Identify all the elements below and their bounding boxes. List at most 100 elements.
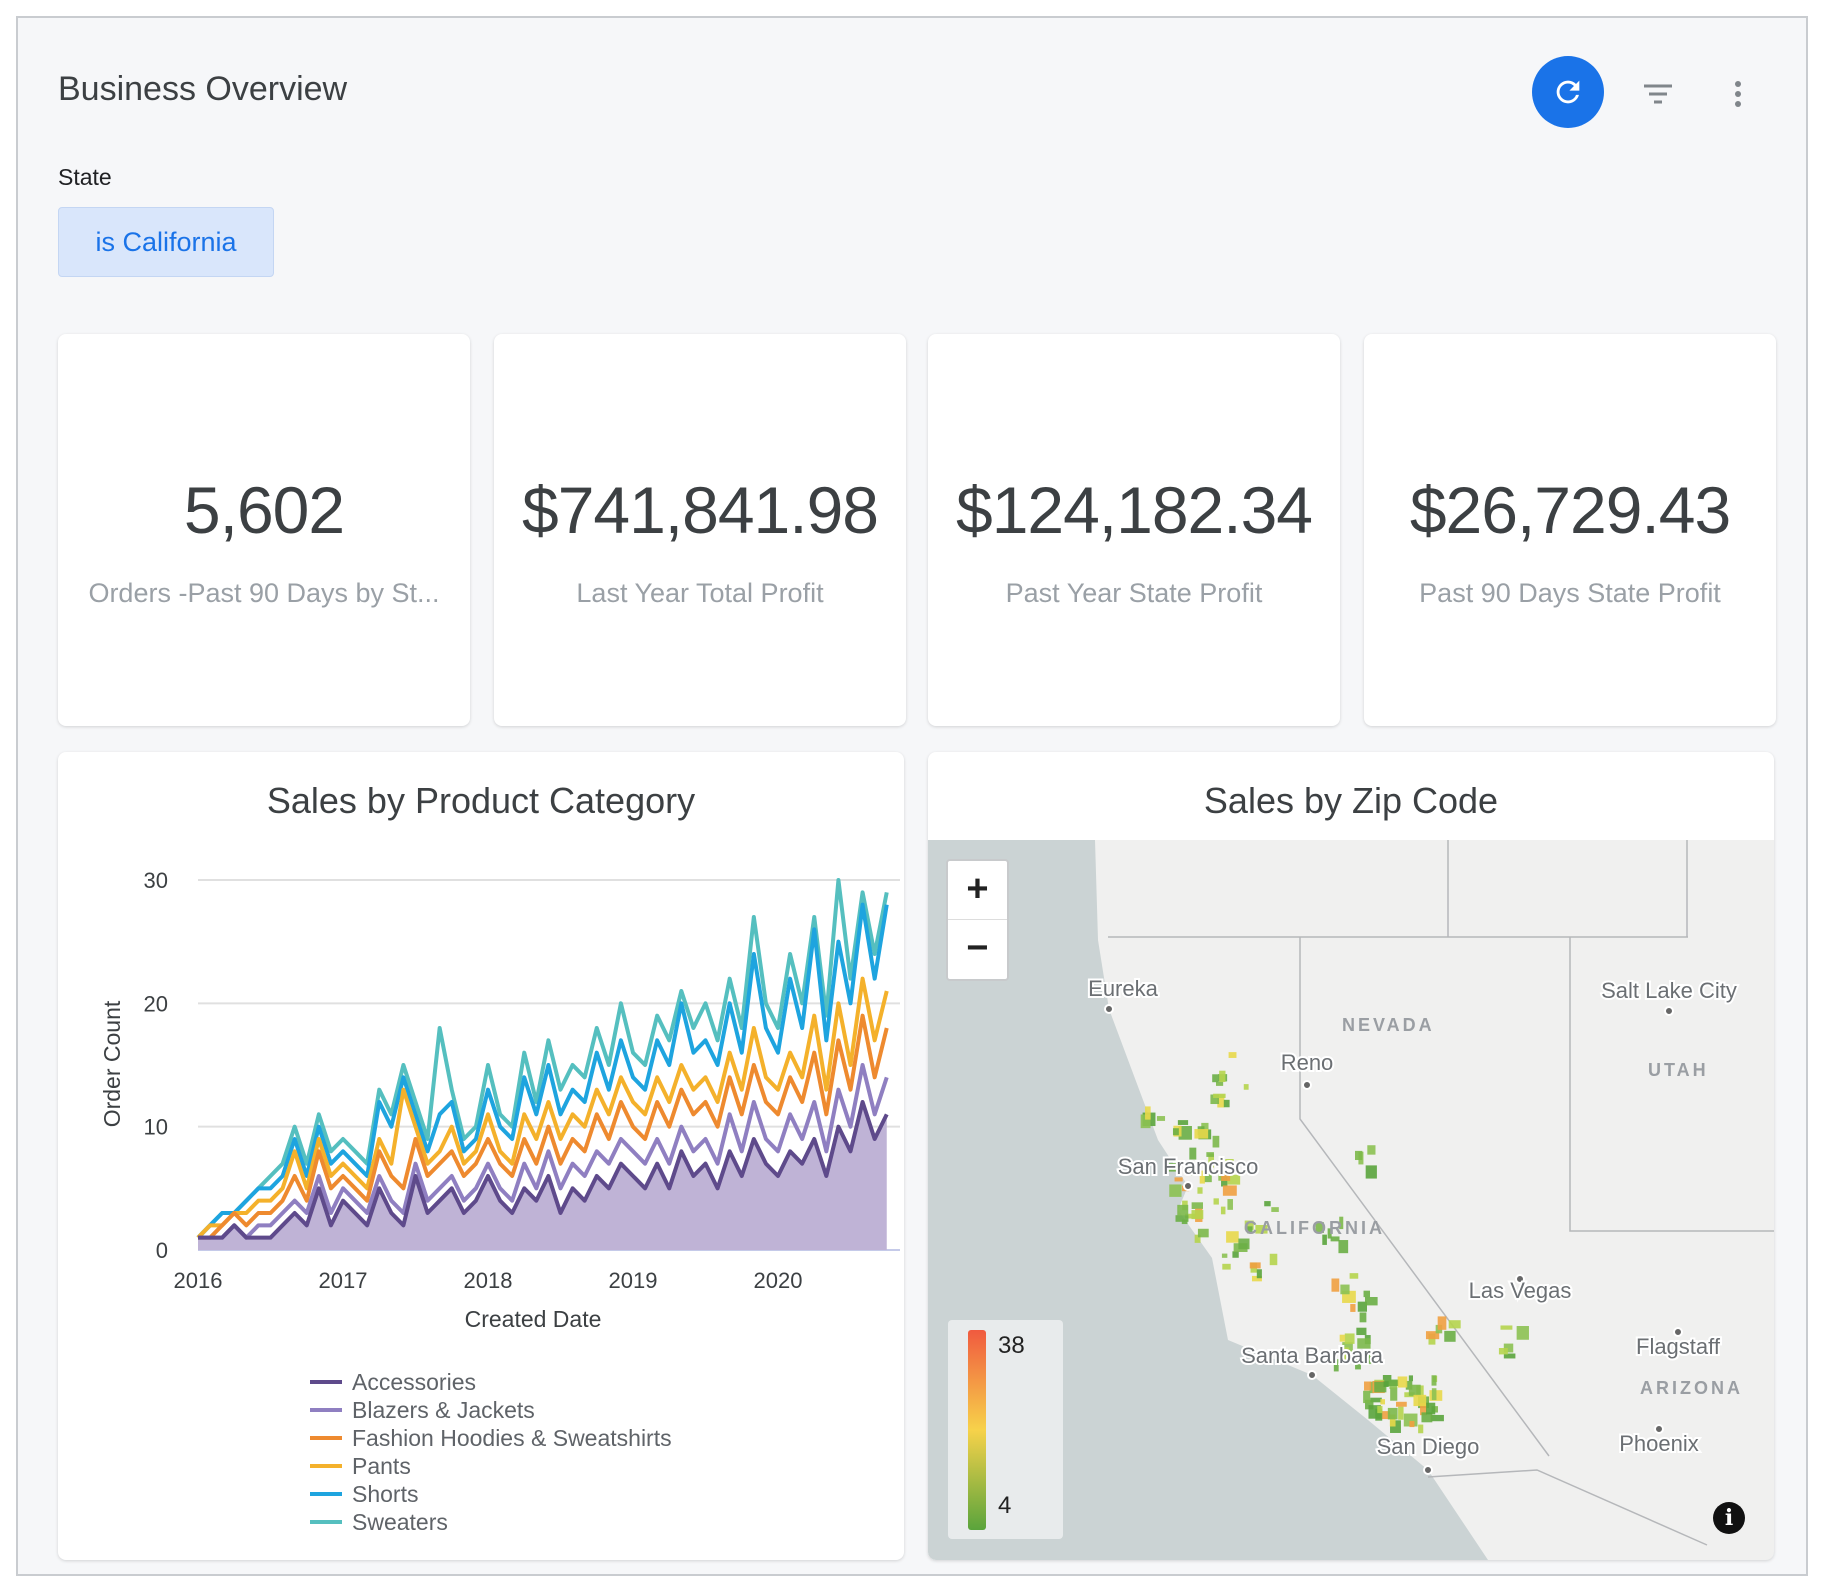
- legend-min: 4: [998, 1492, 1012, 1519]
- zip-area: [1169, 1184, 1182, 1197]
- zip-area: [1327, 1228, 1332, 1239]
- kpi-label: Past 90 Days State Profit: [1419, 578, 1721, 608]
- zip-area: [1271, 1207, 1279, 1212]
- dashboard-title: Business Overview: [58, 70, 348, 108]
- zip-area: [1367, 1145, 1376, 1155]
- zip-area: [1379, 1411, 1391, 1420]
- zip-area: [1397, 1376, 1408, 1388]
- zip-area: [1189, 1162, 1194, 1176]
- y-axis-label: Order Count: [99, 1000, 125, 1127]
- city-dot: [1183, 1181, 1193, 1191]
- zip-area: [1390, 1387, 1398, 1401]
- zip-area: [1420, 1403, 1427, 1416]
- y-tick-label: 0: [156, 1238, 168, 1263]
- series-line-shorts: [196, 902, 889, 1240]
- kpi-label: Orders -Past 90 Days by St...: [88, 578, 440, 608]
- zip-area: [1255, 1224, 1268, 1234]
- zip-area: [1221, 1176, 1228, 1187]
- zip-area: [1340, 1284, 1350, 1295]
- city-label: Eureka: [1088, 976, 1158, 1001]
- kpi-label: Last Year Total Profit: [576, 578, 824, 608]
- zip-area: [1213, 1198, 1219, 1205]
- info-icon[interactable]: i: [1713, 1502, 1745, 1534]
- filter-button[interactable]: [1638, 74, 1678, 114]
- legend-item[interactable]: Shorts: [352, 1481, 418, 1507]
- zip-area: [1364, 1296, 1378, 1306]
- chart-title: Sales by Product Category: [266, 780, 696, 821]
- zip-area: [1357, 1338, 1371, 1349]
- kpi-card-orders: 5,602 Orders -Past 90 Days by St...: [58, 334, 470, 726]
- city-dot: [1104, 1004, 1114, 1014]
- legend-item[interactable]: Pants: [352, 1453, 411, 1479]
- zip-area: [1210, 1094, 1219, 1105]
- zip-area: [1421, 1412, 1433, 1423]
- city-label: San Diego: [1377, 1434, 1480, 1459]
- legend-max: 38: [998, 1332, 1025, 1359]
- series-line-fashion-hoodies-sweatshirts: [198, 1013, 889, 1240]
- zip-area: [1251, 1275, 1262, 1282]
- zip-area: [1338, 1240, 1349, 1254]
- zip-area: [1341, 1347, 1350, 1361]
- color-scale-bar: [968, 1330, 986, 1530]
- city-dot: [1302, 1080, 1312, 1090]
- map-title: Sales by Zip Code: [1203, 780, 1499, 821]
- x-tick-label: 2018: [464, 1268, 513, 1293]
- zip-area: [1194, 1234, 1201, 1243]
- city-label: Reno: [1281, 1050, 1334, 1075]
- zip-area: [1178, 1126, 1192, 1140]
- zip-area: [1357, 1301, 1367, 1312]
- zip-area: [1444, 1330, 1456, 1342]
- zip-area: [1516, 1326, 1529, 1340]
- city-label: Phoenix: [1619, 1431, 1699, 1456]
- zip-area: [1175, 1215, 1189, 1222]
- zip-area: [1339, 1216, 1344, 1230]
- zip-area: [1363, 1390, 1371, 1404]
- legend-item[interactable]: Fashion Hoodies & Sweatshirts: [352, 1425, 672, 1451]
- zip-area: [1500, 1325, 1513, 1330]
- zip-area: [1189, 1147, 1197, 1160]
- legend-item[interactable]: Sweaters: [352, 1509, 448, 1535]
- zip-area: [1217, 1094, 1225, 1108]
- city-dot: [1664, 1006, 1674, 1016]
- zip-area: [1363, 1290, 1371, 1298]
- zip-area: [1408, 1375, 1413, 1382]
- zip-area: [1390, 1420, 1401, 1433]
- map[interactable]: Eureka Reno San Francisco Las Vegas Santa Ba…: [928, 840, 1774, 1560]
- city-label: Salt Lake City: [1601, 978, 1737, 1003]
- zip-area: [1174, 1177, 1183, 1182]
- kpi-value: $741,841.98: [521, 473, 879, 547]
- zip-area: [1226, 1231, 1239, 1243]
- zip-area: [1222, 1263, 1231, 1270]
- zip-area: [1386, 1380, 1398, 1387]
- zip-area: [1503, 1353, 1516, 1359]
- refresh-button[interactable]: [1532, 56, 1604, 128]
- zip-area: [1426, 1402, 1436, 1415]
- accessories-area: [198, 1102, 887, 1250]
- zip-area: [1225, 1158, 1234, 1168]
- zip-area: [1430, 1414, 1444, 1422]
- state-filter-chip[interactable]: is California: [58, 207, 274, 277]
- more-options-button[interactable]: [1718, 74, 1758, 114]
- sales-by-zip-card: Sales by Zip Code Eureka Reno San Francisc…: [928, 752, 1774, 1560]
- zip-area: [1194, 1129, 1209, 1139]
- zoom-out-button[interactable]: −: [966, 927, 989, 969]
- zip-area: [1228, 1052, 1237, 1058]
- legend-item[interactable]: Blazers & Jackets: [352, 1397, 535, 1423]
- zip-area: [1213, 1093, 1226, 1098]
- zip-area: [1349, 1273, 1359, 1279]
- series-line-blazers-jackets: [198, 1063, 889, 1240]
- x-tick-label: 2017: [319, 1268, 368, 1293]
- zip-area: [1256, 1269, 1262, 1279]
- zip-area: [1232, 1251, 1239, 1258]
- zip-area: [1503, 1343, 1514, 1353]
- state-label-arizona: ARIZONA: [1640, 1378, 1743, 1398]
- city-dot: [1515, 1274, 1525, 1284]
- legend-item[interactable]: Accessories: [352, 1369, 476, 1395]
- state-borders: [1108, 840, 1774, 1546]
- series-line-sweaters: [196, 878, 889, 1240]
- zip-area: [1208, 1153, 1215, 1168]
- zoom-in-button[interactable]: +: [948, 861, 1007, 920]
- zip-area: [1204, 1172, 1212, 1183]
- kpi-value: $124,182.34: [955, 473, 1313, 547]
- city-dot: [1673, 1327, 1683, 1337]
